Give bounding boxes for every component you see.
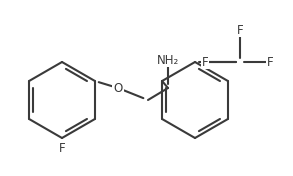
Text: F: F	[59, 142, 65, 155]
Text: F: F	[202, 55, 208, 68]
Text: F: F	[267, 55, 273, 68]
Text: O: O	[113, 81, 123, 95]
Text: NH₂: NH₂	[157, 54, 179, 67]
Text: F: F	[237, 24, 243, 36]
